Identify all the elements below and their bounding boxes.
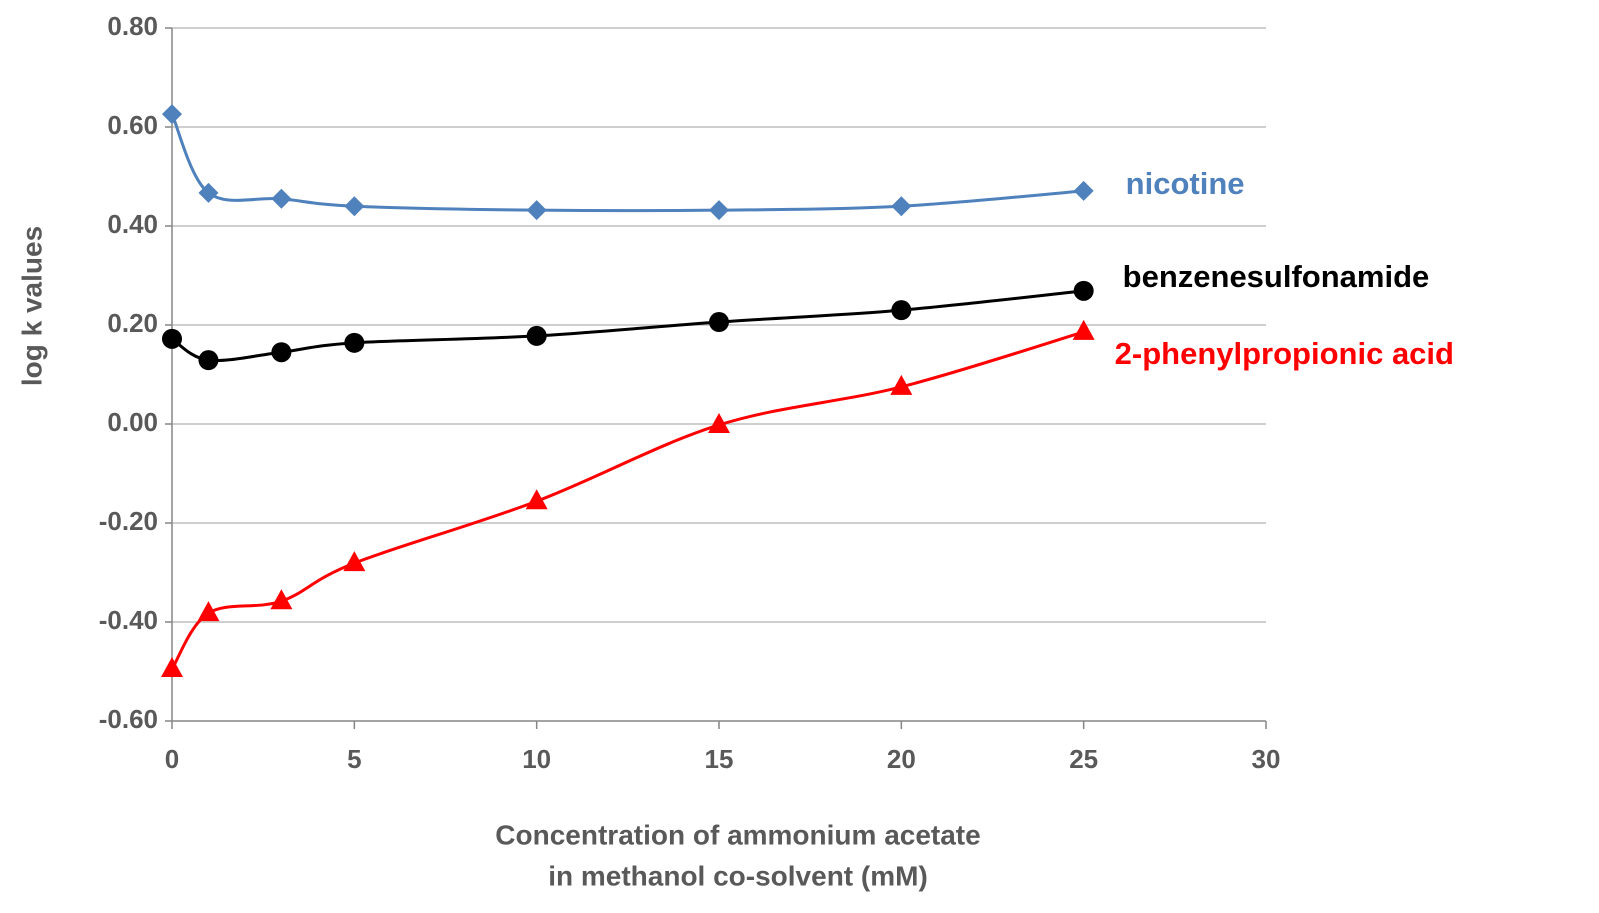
y-tick-label: -0.60 (99, 704, 158, 734)
x-tick-label: 10 (522, 744, 551, 774)
series-line (170, 113, 1084, 213)
x-tick-label: 5 (347, 744, 361, 774)
marker (271, 188, 292, 209)
x-tick-label: 30 (1252, 744, 1281, 774)
marker (891, 300, 912, 321)
marker (344, 332, 365, 353)
marker (890, 374, 913, 395)
series-label: 2-phenylpropionic acid (1115, 336, 1454, 371)
y-tick-label: 0.20 (107, 308, 158, 338)
series-label: nicotine (1126, 166, 1245, 201)
x-axis-title: Concentration of ammonium acetate (495, 819, 980, 850)
marker (270, 589, 293, 610)
y-axis-title: log k values (16, 226, 47, 386)
y-tick-label: 0.60 (107, 110, 158, 140)
x-axis-title: in methanol co-solvent (mM) (548, 860, 928, 891)
series-line (170, 330, 1085, 670)
marker (1072, 319, 1095, 340)
marker (344, 196, 365, 217)
marker (1073, 180, 1094, 201)
marker (198, 182, 219, 203)
y-tick-label: 0.00 (107, 407, 158, 437)
marker (161, 657, 183, 678)
marker (198, 350, 219, 371)
marker (708, 412, 730, 433)
marker (1073, 280, 1094, 301)
marker (525, 489, 548, 510)
marker (271, 342, 292, 363)
marker (709, 200, 729, 221)
marker (709, 312, 729, 333)
marker (526, 325, 547, 346)
x-tick-label: 20 (887, 744, 916, 774)
y-tick-label: -0.20 (99, 506, 158, 536)
y-tick-label: 0.40 (107, 209, 158, 239)
y-tick-label: 0.80 (107, 11, 158, 41)
marker (197, 601, 220, 622)
marker (343, 551, 366, 572)
marker (162, 104, 182, 125)
y-tick-label: -0.40 (99, 605, 158, 635)
x-tick-label: 25 (1069, 744, 1098, 774)
series-label: benzenesulfonamide (1123, 259, 1430, 294)
marker (162, 328, 182, 349)
x-tick-label: 0 (165, 744, 179, 774)
x-tick-label: 15 (705, 744, 734, 774)
marker (526, 200, 547, 221)
marker (891, 196, 912, 217)
